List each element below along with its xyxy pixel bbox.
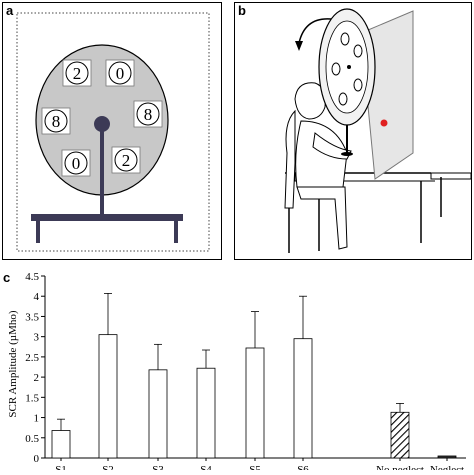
person-legs: [296, 186, 348, 250]
table-leg: [174, 221, 178, 243]
rotation-arrow-head: [295, 41, 303, 51]
x-tick-label: S6: [297, 464, 309, 470]
x-tick-label: S1: [55, 464, 67, 470]
person-arm: [312, 132, 352, 160]
panel-b-label: b: [238, 3, 246, 18]
panel-c-label: c: [3, 270, 11, 285]
y-tick-label: 0: [34, 453, 40, 465]
table-leg: [36, 221, 40, 243]
x-tick-label: S3: [152, 464, 164, 470]
bar: [196, 367, 216, 459]
wheel-card: 8: [41, 107, 71, 135]
bar: [390, 411, 410, 459]
scr-bar-chart: SCR Amplitude (µMho) 0 0.5 1 1.5 2 2.5 3 3.5 4 4.…: [7, 271, 466, 475]
panel-a: a 2 0 8 8 0 2: [2, 2, 222, 260]
bar: [437, 455, 457, 459]
x-tick-label: Neglect: [430, 464, 464, 470]
y-tick-label: 3: [34, 332, 40, 344]
panel-c: c SCR Amplitude (µMho) 0 0.5 1 1.5 2 2.5 3 3.5 4…: [0, 264, 474, 475]
wheel-digit: 2: [122, 151, 131, 170]
wheel-card: 8: [133, 100, 163, 128]
y-tick-label: 0.5: [25, 433, 39, 445]
bar: [98, 334, 118, 459]
experiment-scene: [284, 8, 472, 253]
dotted-frame: [16, 12, 210, 252]
target-dot: [380, 119, 388, 127]
y-tick-label: 1.5: [25, 392, 39, 404]
bar: [293, 338, 313, 459]
y-tick-label: 3.5: [25, 311, 39, 323]
tabletop-edge: [430, 172, 472, 180]
y-tick-label: 1: [34, 413, 40, 425]
bar: [245, 347, 265, 459]
wheel-digit: 8: [144, 105, 153, 124]
x-tick-label: S2: [102, 464, 114, 470]
panel-a-label: a: [6, 3, 14, 18]
person-head: [294, 82, 326, 120]
wheel-card: 2: [62, 59, 92, 87]
wheel-card: 2: [111, 146, 141, 174]
bar: [148, 369, 168, 459]
y-tick-label: 2.5: [25, 352, 39, 364]
x-tick-label: No neglect: [376, 464, 424, 470]
panel-b: b: [234, 2, 472, 260]
rotation-arrow: [298, 18, 332, 44]
wheel-digit: 0: [72, 154, 81, 173]
wheel-card: 0: [105, 59, 135, 87]
y-tick-label: 2: [34, 372, 40, 384]
table-top: [31, 214, 183, 221]
wheel-card: 0: [61, 149, 91, 177]
y-axis-label: SCR Amplitude (µMho): [7, 310, 19, 418]
bars: [51, 292, 457, 459]
wheel-digit: 2: [73, 64, 82, 83]
wheel-digit: 8: [52, 112, 61, 131]
wheel-hub: [94, 116, 110, 132]
bar: [51, 430, 71, 459]
x-tick-label: S5: [249, 464, 261, 470]
y-tick-label: 4.5: [25, 271, 39, 283]
x-tick-label: S4: [200, 464, 212, 470]
chair-back: [284, 109, 296, 209]
wheel-digit: 0: [116, 64, 125, 83]
y-tick-label: 4: [34, 291, 40, 303]
wheel-illustration: 2 0 8 8 0 2: [16, 12, 210, 252]
